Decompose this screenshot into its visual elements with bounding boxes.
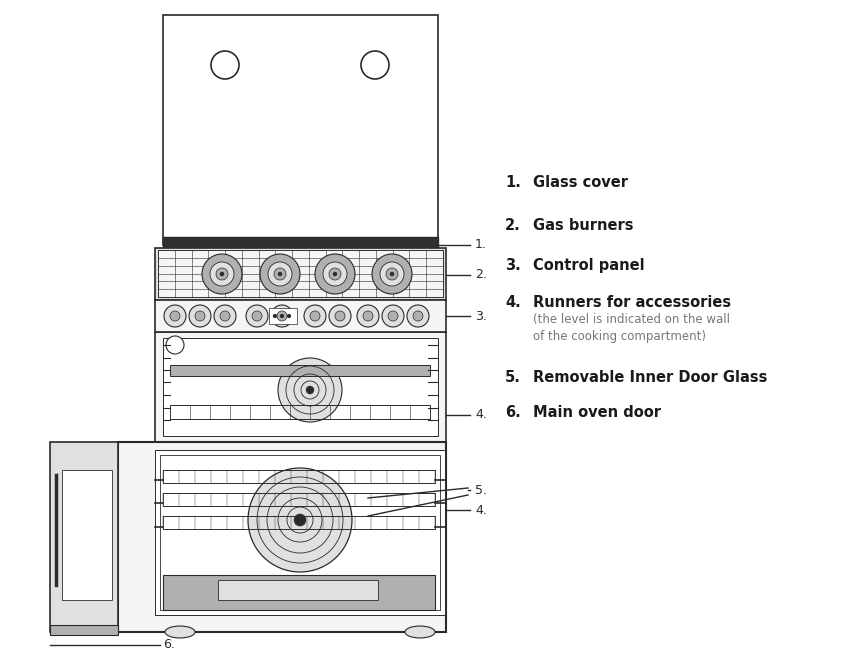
- Circle shape: [382, 305, 404, 327]
- Circle shape: [166, 336, 184, 354]
- Text: Control panel: Control panel: [533, 258, 645, 273]
- Text: 1.: 1.: [475, 239, 487, 251]
- Circle shape: [333, 272, 337, 276]
- Text: 2.: 2.: [505, 218, 521, 233]
- Circle shape: [323, 262, 347, 286]
- Circle shape: [274, 268, 286, 280]
- Circle shape: [363, 311, 373, 321]
- Circle shape: [280, 314, 284, 318]
- Text: Removable Inner Door Glass: Removable Inner Door Glass: [533, 370, 767, 385]
- Circle shape: [390, 272, 394, 276]
- Bar: [170, 365, 430, 376]
- Bar: [158, 250, 443, 297]
- Circle shape: [315, 254, 355, 294]
- Bar: [155, 450, 445, 615]
- Text: 6.: 6.: [163, 638, 175, 652]
- Circle shape: [357, 305, 379, 327]
- Bar: [155, 248, 446, 300]
- Text: Gas burners: Gas burners: [533, 218, 634, 233]
- Bar: [163, 237, 438, 249]
- Circle shape: [260, 254, 300, 294]
- Circle shape: [278, 358, 342, 422]
- Bar: [163, 470, 435, 483]
- Text: Main oven door: Main oven door: [533, 405, 661, 420]
- Circle shape: [220, 311, 230, 321]
- Circle shape: [380, 262, 404, 286]
- Circle shape: [202, 254, 242, 294]
- Circle shape: [271, 305, 293, 327]
- Circle shape: [268, 262, 292, 286]
- Circle shape: [304, 305, 326, 327]
- Circle shape: [214, 305, 236, 327]
- Circle shape: [195, 311, 205, 321]
- Bar: [163, 338, 438, 436]
- Bar: [163, 15, 438, 245]
- Text: 3.: 3.: [475, 310, 487, 322]
- Circle shape: [164, 305, 186, 327]
- Circle shape: [273, 314, 277, 318]
- Circle shape: [216, 268, 228, 280]
- Circle shape: [361, 51, 389, 79]
- Text: 5.: 5.: [475, 483, 487, 497]
- Text: 4.: 4.: [475, 503, 487, 516]
- Circle shape: [329, 305, 351, 327]
- Text: Runners for accessories: Runners for accessories: [533, 295, 731, 310]
- Circle shape: [248, 468, 352, 572]
- Bar: [118, 442, 446, 632]
- Bar: [163, 493, 435, 506]
- Circle shape: [335, 311, 345, 321]
- Circle shape: [413, 311, 423, 321]
- Text: 6.: 6.: [505, 405, 521, 420]
- Circle shape: [372, 254, 412, 294]
- Bar: [269, 308, 297, 324]
- Text: (the level is indicated on the wall
of the cooking compartment): (the level is indicated on the wall of t…: [533, 313, 730, 343]
- Circle shape: [189, 305, 211, 327]
- Polygon shape: [50, 442, 118, 632]
- Text: 4.: 4.: [475, 408, 487, 422]
- Bar: [50, 625, 118, 635]
- Circle shape: [294, 514, 306, 526]
- Circle shape: [329, 268, 341, 280]
- Circle shape: [306, 386, 314, 394]
- Circle shape: [407, 305, 429, 327]
- Circle shape: [287, 314, 291, 318]
- Text: 5.: 5.: [505, 370, 521, 385]
- Circle shape: [386, 268, 398, 280]
- Text: 4.: 4.: [505, 295, 521, 310]
- Ellipse shape: [165, 626, 195, 638]
- Circle shape: [388, 311, 398, 321]
- Bar: [155, 300, 446, 332]
- Circle shape: [170, 311, 180, 321]
- Bar: [218, 580, 378, 600]
- Circle shape: [246, 305, 268, 327]
- Circle shape: [278, 272, 282, 276]
- Ellipse shape: [405, 626, 435, 638]
- Bar: [160, 455, 440, 610]
- Bar: [62, 470, 112, 600]
- Circle shape: [211, 51, 239, 79]
- Bar: [155, 332, 446, 442]
- Bar: [170, 405, 430, 419]
- Bar: [163, 575, 435, 610]
- Text: 3.: 3.: [505, 258, 521, 273]
- Circle shape: [277, 311, 287, 321]
- Circle shape: [252, 311, 262, 321]
- Circle shape: [220, 272, 224, 276]
- Circle shape: [210, 262, 234, 286]
- Text: Glass cover: Glass cover: [533, 175, 628, 190]
- Bar: [163, 516, 435, 529]
- Text: 2.: 2.: [475, 269, 487, 282]
- Circle shape: [310, 311, 320, 321]
- Text: 1.: 1.: [505, 175, 521, 190]
